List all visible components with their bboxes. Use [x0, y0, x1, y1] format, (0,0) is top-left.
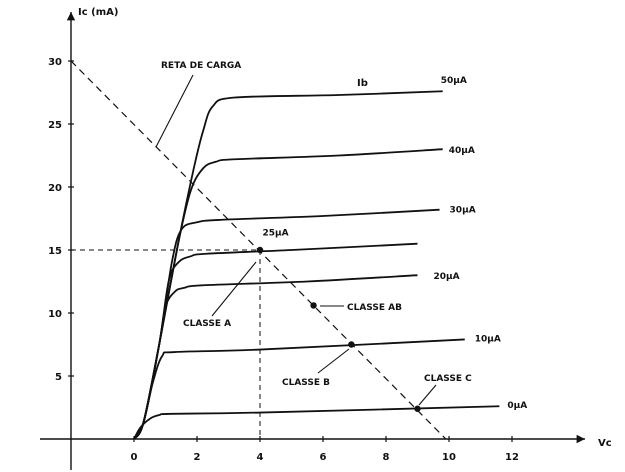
x-tick-label: 10 — [442, 452, 456, 463]
x-axis-label: Vc — [598, 438, 612, 449]
y-tick-label: 5 — [55, 372, 62, 383]
x-tick-label: 12 — [505, 452, 519, 463]
ib-curve-label: 20μA — [434, 272, 460, 282]
classe-c-pointer — [418, 384, 437, 406]
y-tick-label: 20 — [48, 183, 62, 194]
x-tick-label: 2 — [194, 452, 201, 463]
x-ticks: 0 2 4 6 8 10 12 — [131, 436, 519, 463]
y-axis-label: Ic (mA) — [78, 7, 118, 18]
x-tick-label: 6 — [320, 452, 327, 463]
classe-c-label: CLASSE C — [424, 374, 472, 384]
operating-points — [256, 246, 421, 412]
operating-point-classe-b — [348, 341, 355, 348]
y-tick-label: 25 — [48, 120, 62, 131]
classe-a-pointer — [211, 261, 257, 317]
y-tick-label: 10 — [48, 309, 62, 320]
operating-point-classe-c — [414, 405, 421, 412]
y-tick-label: 30 — [48, 57, 62, 68]
classe-ab-label: CLASSE AB — [347, 303, 402, 313]
classe-b-label: CLASSE B — [282, 378, 330, 388]
classe-a-label: CLASSE A — [183, 319, 231, 329]
ib-curve-label: 0μA — [507, 401, 527, 411]
x-tick-label: 4 — [257, 452, 264, 463]
ib-curve-0μA — [133, 405, 500, 440]
ib-curve-label: 25μA — [263, 229, 289, 239]
ib-curve-40μA — [133, 148, 443, 440]
y-tick-label: 15 — [48, 246, 62, 257]
load-line-label: RETA DE CARGA — [161, 61, 241, 71]
classe-b-pointer — [317, 348, 350, 374]
ib-curve-label: 40μA — [449, 146, 475, 156]
ib-curve-label: 50μA — [441, 76, 467, 86]
x-tick-label: 0 — [131, 452, 138, 463]
operating-point-classe-a — [256, 246, 264, 254]
y-ticks: 5 10 15 20 25 30 — [48, 57, 74, 383]
ib-curves — [133, 90, 500, 440]
ib-curve-label: 30μA — [450, 206, 476, 216]
operating-point-classe-ab — [310, 302, 317, 309]
ib-curve-labels: 50μA 40μA 30μA 25μA 20μA 10μA 0μA — [263, 76, 528, 411]
load-line-label-pointer — [155, 74, 194, 148]
ib-curve-10μA — [133, 338, 465, 440]
ib-family-label: Ib — [357, 78, 368, 89]
ib-curve-label: 10μA — [475, 334, 501, 344]
x-tick-label: 8 — [383, 452, 390, 463]
